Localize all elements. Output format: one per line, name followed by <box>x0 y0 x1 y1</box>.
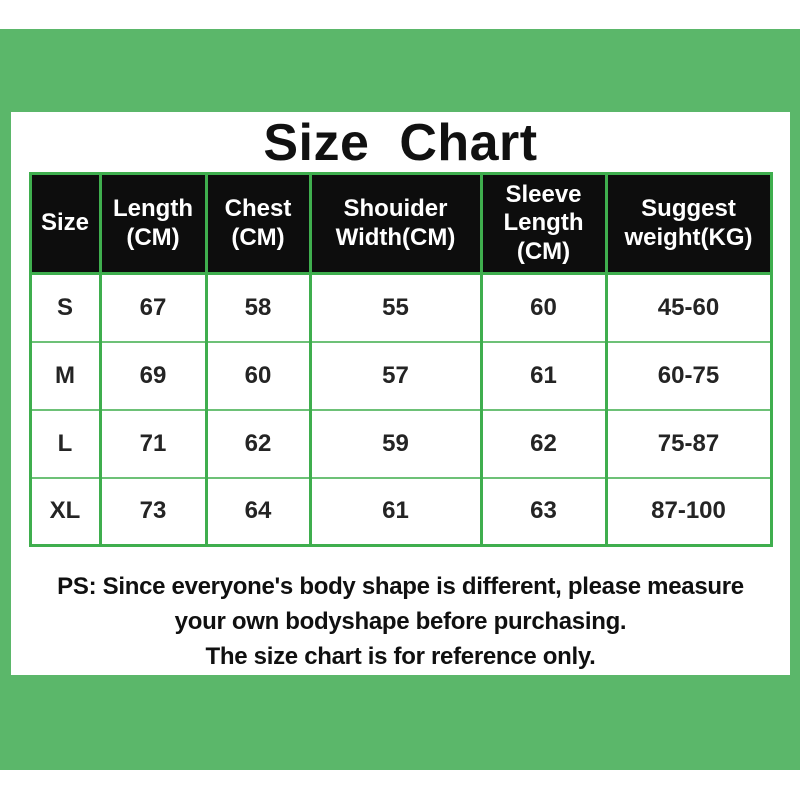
sleeve-length-value: 62 <box>479 408 608 479</box>
note-line: your own bodyshape before purchasing. <box>174 608 627 635</box>
page-title: Size Chart <box>263 114 538 172</box>
length-value: 73 <box>98 476 208 547</box>
disclaimer-note: PS: Since everyone's body shape is diffe… <box>11 569 790 674</box>
header-cell-sleeve-length: Sleeve Length (CM) <box>479 172 608 275</box>
table-row-l: L 71 62 59 62 75-87 <box>28 408 773 479</box>
length-value: 69 <box>98 340 208 411</box>
header-cell-chest: Chest (CM) <box>204 172 312 275</box>
suggest-weight-value: 45-60 <box>604 272 773 343</box>
note-line: PS: Since everyone's body shape is diffe… <box>57 573 744 600</box>
header-cell-length: Length (CM) <box>98 172 208 275</box>
size-label: L <box>28 408 102 479</box>
table-row-s: S 67 58 55 60 45-60 <box>28 272 773 343</box>
sleeve-length-value: 63 <box>479 476 608 547</box>
length-value: 71 <box>98 408 208 479</box>
chest-value: 60 <box>204 340 312 411</box>
table-row-m: M 69 60 57 61 60-75 <box>28 340 773 411</box>
suggest-weight-value: 75-87 <box>604 408 773 479</box>
sleeve-length-value: 61 <box>479 340 608 411</box>
size-label: M <box>28 340 102 411</box>
suggest-weight-value: 87-100 <box>604 476 773 547</box>
chest-value: 64 <box>204 476 312 547</box>
shoulder-width-value: 57 <box>308 340 483 411</box>
note-line: The size chart is for reference only. <box>205 643 596 670</box>
sleeve-length-value: 60 <box>479 272 608 343</box>
suggest-weight-value: 60-75 <box>604 340 773 411</box>
table-row-xl: XL 73 64 61 63 87-100 <box>28 476 773 547</box>
header-cell-shoulder-width: Shouider Width(CM) <box>308 172 483 275</box>
shoulder-width-value: 61 <box>308 476 483 547</box>
size-label: S <box>28 272 102 343</box>
size-chart-card: Size Chart Size Length (CM) Chest (CM) S… <box>11 112 790 675</box>
chest-value: 62 <box>204 408 312 479</box>
table-header-row: Size Length (CM) Chest (CM) Shouider Wid… <box>28 172 773 275</box>
header-cell-size: Size <box>28 172 102 275</box>
header-cell-suggest-weight: Suggest weight(KG) <box>604 172 773 275</box>
size-label: XL <box>28 476 102 547</box>
shoulder-width-value: 59 <box>308 408 483 479</box>
chest-value: 58 <box>204 272 312 343</box>
shoulder-width-value: 55 <box>308 272 483 343</box>
length-value: 67 <box>98 272 208 343</box>
size-table: Size Length (CM) Chest (CM) Shouider Wid… <box>28 172 773 547</box>
